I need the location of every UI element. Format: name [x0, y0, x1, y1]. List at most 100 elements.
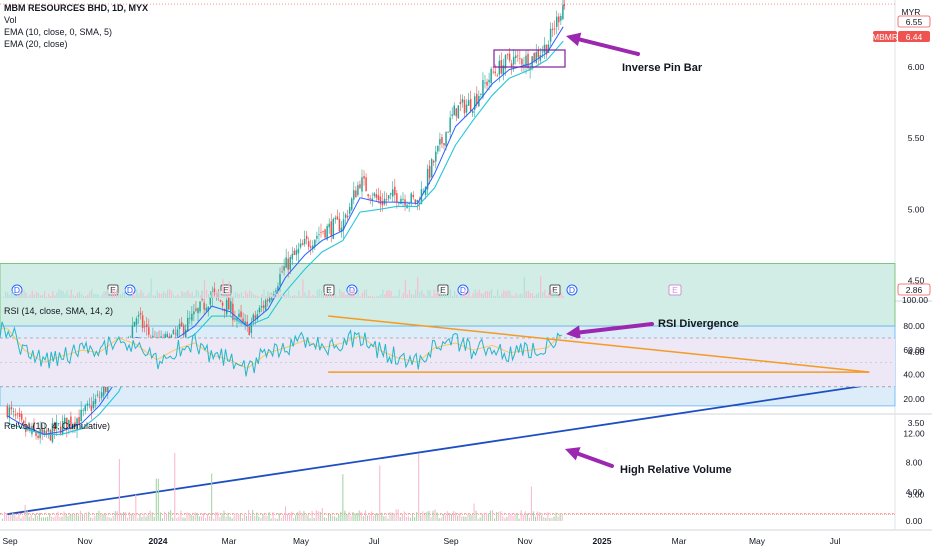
candle [344, 214, 347, 218]
volume-bar [130, 296, 132, 298]
candle [369, 198, 371, 199]
candle [340, 227, 343, 232]
arrow-pin-bar-head [566, 32, 582, 47]
relvol-bar [202, 513, 204, 521]
candle [31, 425, 33, 435]
volume-bar [287, 289, 290, 298]
volume-bar [333, 295, 335, 298]
volume-bar [189, 293, 191, 298]
relvol-tick-label: 0.00 [906, 516, 923, 526]
relvol-bar [260, 518, 262, 521]
candle [463, 99, 466, 114]
relvol-bar [327, 514, 330, 521]
relvol-bar [141, 517, 143, 521]
candle [432, 160, 435, 163]
relvol-bar [252, 510, 254, 521]
relvol-bar [120, 512, 122, 521]
candle [441, 137, 443, 144]
earnings-marker-label: E [110, 285, 116, 295]
relvol-bar [422, 511, 424, 521]
relvol-bar [303, 511, 305, 521]
candle [182, 325, 185, 336]
x-tick-label: Nov [517, 536, 533, 546]
relvol-bar [407, 516, 409, 521]
relvol-bar [371, 511, 373, 521]
relvol-bar [510, 513, 512, 521]
relvol-bar [192, 515, 194, 521]
relvol-bar [284, 506, 286, 521]
relvol-bar [399, 516, 401, 521]
relvol-bar [403, 511, 405, 521]
candle [455, 108, 458, 117]
candle [252, 314, 255, 321]
volume-bar [441, 293, 443, 298]
volume-bar [556, 293, 558, 298]
relvol-bar [200, 516, 202, 521]
relvol-bar [325, 517, 327, 521]
relvol-bar [26, 510, 28, 521]
volume-bar [89, 291, 91, 298]
candle [494, 71, 496, 74]
relvol-bar [430, 517, 432, 521]
volume-bar [19, 291, 21, 298]
volume-bar [246, 293, 249, 298]
relvol-bar [528, 517, 530, 521]
volume-bar [31, 290, 33, 298]
candle [27, 427, 29, 430]
relvol-bar [188, 513, 190, 521]
candle [553, 28, 556, 30]
volume-bar [521, 294, 523, 298]
relvol-bar [442, 514, 444, 521]
candle [240, 311, 242, 318]
volume-bar [484, 291, 486, 298]
relvol-bar [293, 518, 295, 521]
candle [41, 428, 43, 435]
volume-bar [509, 290, 511, 298]
candle [519, 58, 521, 59]
volume-bar [304, 292, 306, 298]
relvol-bar [79, 510, 81, 521]
relvol-bar [543, 517, 545, 521]
volume-bar [238, 294, 240, 298]
volume-bar [117, 292, 119, 298]
candle [258, 307, 261, 313]
volume-bar [44, 291, 46, 298]
volume-bar [56, 292, 58, 298]
relvol-bar [143, 513, 145, 521]
relvol-bar [453, 511, 455, 521]
volume-bar [320, 290, 322, 298]
volume-bar [408, 289, 411, 298]
volume-bar [273, 294, 275, 298]
relvol-bar [545, 517, 547, 521]
candle [230, 301, 232, 312]
candle [201, 299, 203, 300]
volume-bar [361, 292, 363, 298]
candle [176, 329, 179, 337]
candle [346, 215, 349, 218]
relvol-bar [418, 453, 420, 521]
volume-bar [380, 294, 382, 298]
volume-bar [300, 296, 302, 298]
relvol-bar [375, 513, 377, 521]
volume-bar [527, 290, 529, 298]
relvol-bar [432, 510, 434, 521]
relvol-bar [12, 512, 14, 521]
volume-bar [468, 290, 470, 298]
candle [486, 81, 488, 86]
volume-bar [413, 295, 415, 298]
relvol-bar [401, 513, 403, 521]
candle [76, 418, 78, 431]
relvol-bar [424, 514, 426, 521]
relvol-bar [18, 513, 20, 521]
candle [246, 321, 248, 325]
x-tick-label: Mar [672, 536, 687, 546]
volume-bar [322, 292, 324, 298]
candle [275, 290, 277, 292]
candle [29, 427, 31, 432]
relvol-bar [65, 514, 67, 521]
relvol-bar [84, 513, 86, 521]
volume-bar [29, 294, 31, 298]
currency-label: MYR [902, 7, 921, 17]
low-price-tag [897, 283, 931, 296]
